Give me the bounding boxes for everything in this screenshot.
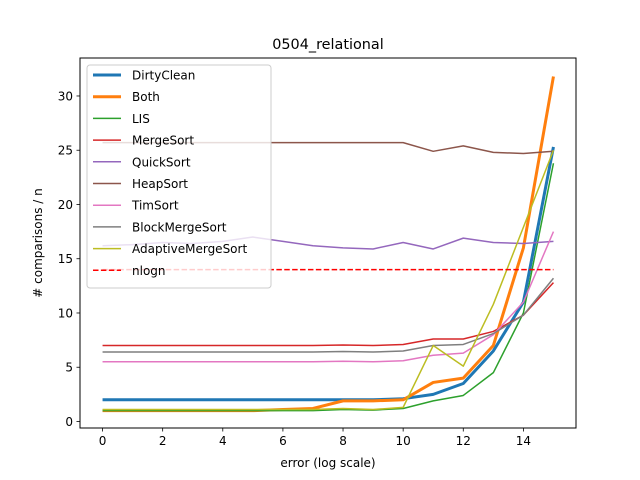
axes-frame	[79, 57, 577, 429]
legend-label: LIS	[132, 112, 150, 126]
y-tick-label: 30	[58, 89, 73, 103]
legend-label: BlockMergeSort	[132, 220, 227, 234]
legend: DirtyClean Both LIS MergeSort QuickSort HeapS…	[86, 64, 272, 289]
x-axis-ticks: 0 2 4 6 8 10 12 14	[99, 428, 531, 448]
legend-label: QuickSort	[132, 155, 191, 169]
series-line-adaptivemergesort	[102, 149, 555, 411]
legend-label: AdaptiveMergeSort	[132, 242, 247, 256]
x-tick-label: 0	[99, 434, 107, 448]
x-axis-label: error (log scale)	[280, 456, 375, 470]
y-tick-label: 20	[58, 198, 73, 212]
series-line-dirtyclean	[102, 146, 555, 402]
legend-box	[86, 64, 272, 289]
x-tick-label: 4	[219, 434, 227, 448]
series-line-lis	[102, 163, 555, 412]
plot-area	[102, 76, 555, 413]
y-tick-label: 15	[58, 252, 73, 266]
x-tick-label: 6	[279, 434, 287, 448]
y-tick-label: 10	[58, 306, 73, 320]
series-line-blockmergesort	[102, 277, 555, 353]
y-axis-ticks: 0 5 10 15 20 25 30	[58, 89, 80, 429]
legend-label: Both	[132, 90, 160, 104]
y-tick-label: 25	[58, 144, 73, 158]
y-tick-label: 5	[65, 361, 73, 375]
legend-label: DirtyClean	[132, 69, 195, 83]
x-tick-label: 14	[516, 434, 531, 448]
series-line-timsort	[102, 231, 555, 363]
chart-title: 0504_relational	[272, 37, 383, 53]
legend-label: HeapSort	[132, 177, 188, 191]
x-tick-label: 10	[396, 434, 411, 448]
x-tick-label: 2	[159, 434, 167, 448]
legend-label: nlogn	[132, 264, 166, 278]
x-tick-label: 8	[339, 434, 347, 448]
legend-label: MergeSort	[132, 134, 194, 148]
y-tick-label: 0	[65, 415, 73, 429]
y-axis-label: # comparisons / n	[31, 188, 45, 297]
x-tick-label: 12	[456, 434, 471, 448]
legend-label: TimSort	[131, 199, 179, 213]
